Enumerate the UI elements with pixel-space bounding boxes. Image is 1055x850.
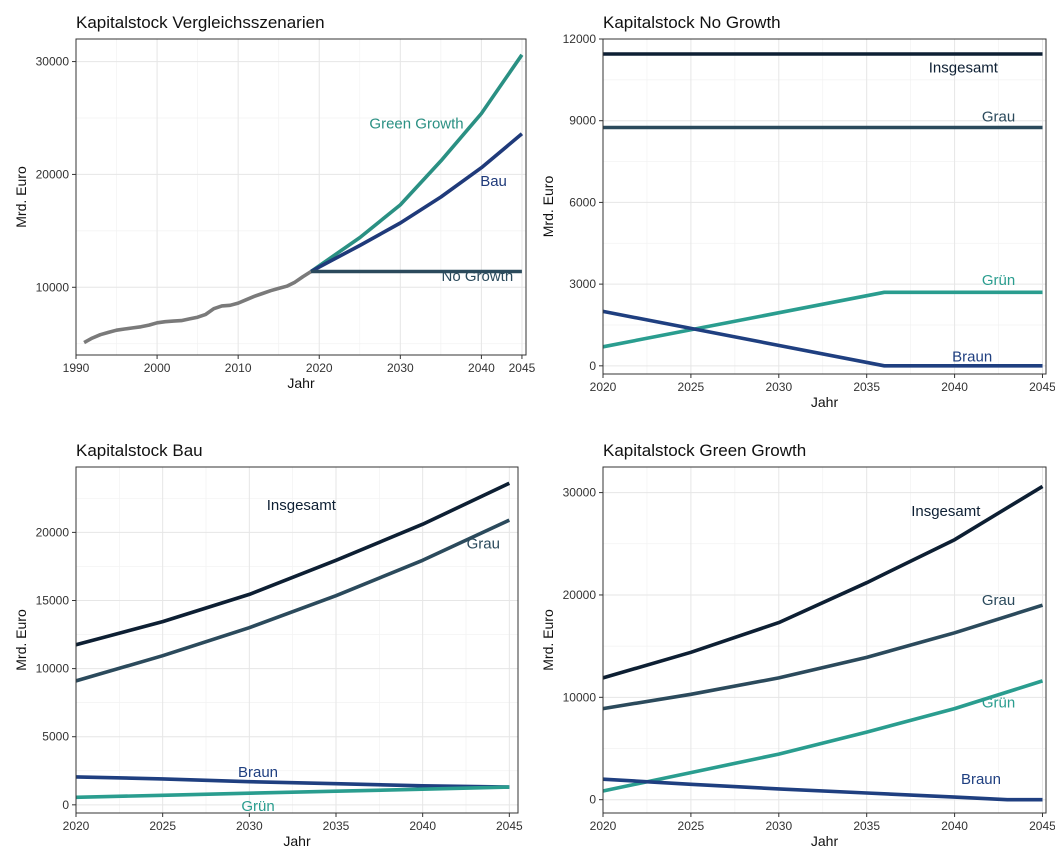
x-tick-label: 2025 [678,819,705,833]
panel-2: 2020 2025 2030 2035 2040 2045 0 3000 6000 9000 120… [540,13,1055,410]
y-tick-label: 10000 [36,662,70,676]
series-label-grau: Grau [982,109,1015,126]
x-tick-label: 2000 [144,361,171,375]
panel-3: 2020 2025 2030 2035 2040 2045 0 5000 10000 15000 2… [13,441,523,849]
panel-background [603,467,1046,813]
x-tick-label: 2030 [765,819,792,833]
y-tick-label: 20000 [36,167,70,181]
y-tick-label: 3000 [569,277,596,291]
x-tick-label: 2030 [387,361,414,375]
x-tick-label: 2030 [765,380,792,394]
series-line-braun [75,775,510,789]
x-tick-label: 1990 [63,361,90,375]
series-label-grau: Grau [467,535,500,552]
y-tick-label: 10000 [563,690,597,704]
panel-background [76,39,526,355]
y-tick-label: 9000 [569,114,596,128]
y-tick-label: 0 [589,793,596,807]
x-tick-label: 2035 [323,819,350,833]
series-label-grau: Grau [982,592,1015,609]
x-tick-label: 2040 [409,819,436,833]
series-label-braun: Braun [952,348,992,365]
series-label-insgesamt: Insgesamt [267,497,337,514]
x-tick-label: 2045 [509,361,536,375]
x-tick-label: 2035 [853,819,880,833]
chart-title: Kapitalstock Green Growth [603,441,806,460]
x-tick-label: 2030 [236,819,263,833]
panel-border [75,38,527,356]
panel-background [76,467,518,813]
x-tick-label: 2020 [590,819,617,833]
series-line-historic [83,269,313,345]
series-line-braun [602,777,1043,802]
panel-1: 1990 2000 2010 2020 2030 2040 2045 10000 20000 30… [13,13,536,391]
panel-background [603,39,1046,374]
series-line-grün [602,679,1044,793]
panel-border [602,38,1047,375]
y-tick-label: 20000 [563,588,597,602]
series-label-insgesamt: Insgesamt [929,60,999,77]
series-label-green-growth: Green Growth [369,116,463,133]
x-tick-label: 2025 [149,819,176,833]
y-axis-label: Mrd. Euro [540,176,556,238]
x-tick-label: 2010 [225,361,252,375]
y-tick-label: 10000 [36,280,70,294]
chart-title: Kapitalstock Bau [76,441,203,460]
panel-4: 2020 2025 2030 2035 2040 2045 0 10000 20000 30000… [540,441,1055,849]
y-tick-label: 30000 [36,55,70,69]
y-tick-label: 5000 [42,730,69,744]
y-tick-label: 6000 [569,195,596,209]
series-label-grün: Grün [982,694,1015,711]
series-line-insgesamt [75,481,511,647]
series-line-grau [75,518,511,683]
y-tick-label: 0 [62,798,69,812]
y-tick-label: 20000 [36,525,70,539]
panel-border [602,466,1047,814]
series-line-bau [310,132,524,274]
y-tick-label: 0 [589,359,596,373]
series-line-braun [602,309,1043,368]
x-tick-label: 2025 [678,380,705,394]
x-tick-label: 2020 [306,361,333,375]
chart-title: Kapitalstock No Growth [603,13,781,32]
x-tick-label: 2020 [590,380,617,394]
y-axis-label: Mrd. Euro [13,609,29,671]
x-axis-label: Jahr [283,833,311,849]
x-axis-label: Jahr [287,375,315,391]
y-tick-label: 30000 [563,486,597,500]
x-tick-label: 2045 [1029,380,1055,394]
series-line-grau [602,603,1044,711]
series-label-no-growth: No Growth [441,268,513,285]
x-tick-label: 2040 [941,380,968,394]
series-line-grün [75,785,510,800]
x-tick-label: 2020 [63,819,90,833]
panel-border [75,466,519,814]
y-axis-label: Mrd. Euro [540,609,556,671]
y-tick-label: 15000 [36,593,70,607]
series-label-braun: Braun [961,771,1001,788]
x-tick-label: 2045 [1029,819,1055,833]
x-axis-label: Jahr [811,833,839,849]
x-tick-label: 2035 [853,380,880,394]
x-tick-label: 2040 [468,361,495,375]
series-line-insgesamt [602,484,1044,680]
x-tick-label: 2040 [941,819,968,833]
y-tick-label: 12000 [563,32,597,46]
y-axis-label: Mrd. Euro [13,166,29,228]
series-label-braun: Braun [238,764,278,781]
chart-title: Kapitalstock Vergleichsszenarien [76,13,325,32]
series-label-grün: Grün [241,798,274,815]
x-tick-label: 2045 [496,819,523,833]
series-label-grün: Grün [982,272,1015,289]
x-axis-label: Jahr [811,394,839,410]
series-label-bau: Bau [480,173,507,190]
series-label-insgesamt: Insgesamt [911,503,981,520]
